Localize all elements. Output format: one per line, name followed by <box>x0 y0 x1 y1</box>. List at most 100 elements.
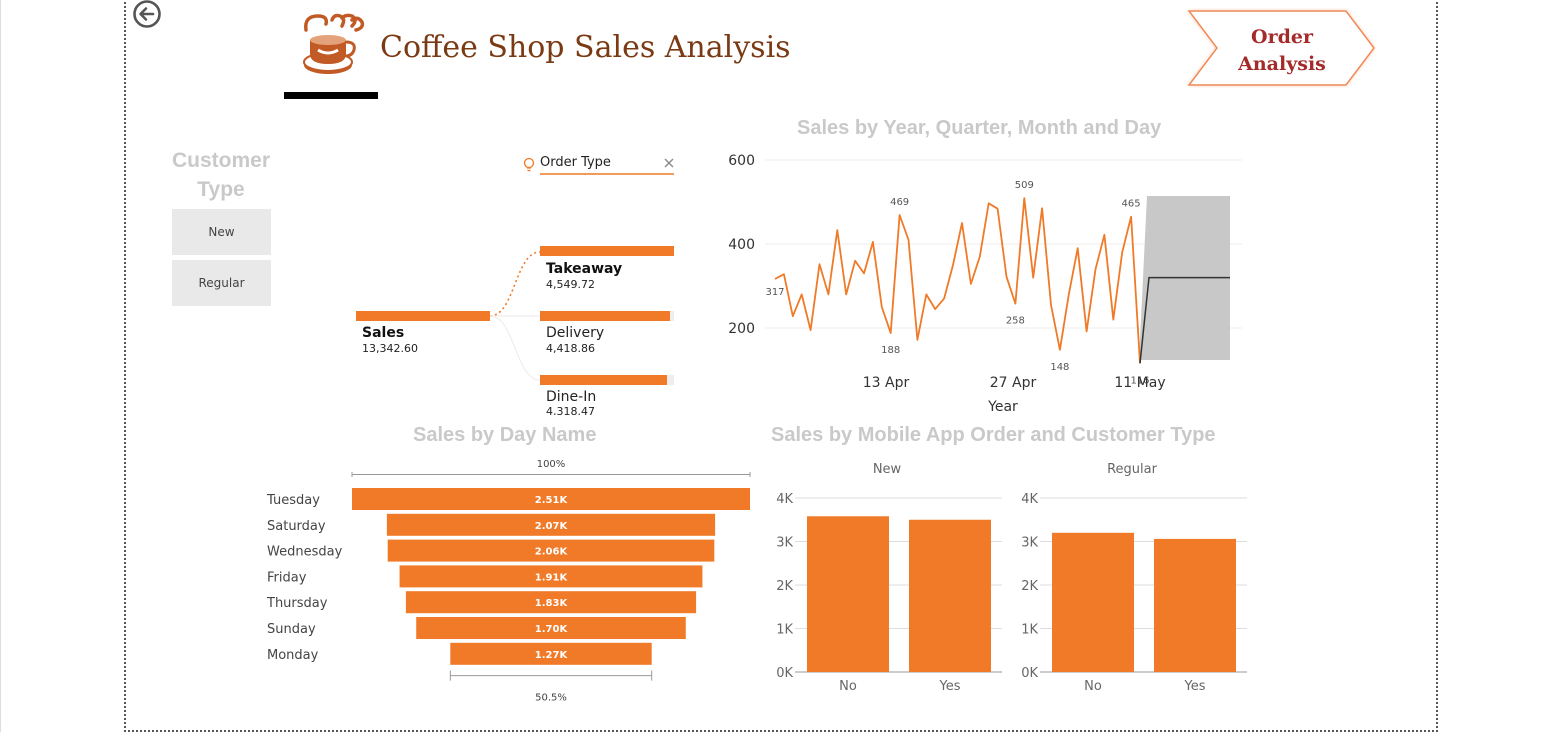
lightbulb-icon <box>523 157 535 172</box>
slicer-option-new[interactable]: New <box>172 209 271 255</box>
funnel-value-label: 1.27K <box>535 650 569 661</box>
x-tick-label: 11 May <box>1114 375 1165 391</box>
order-type-filter-header <box>523 157 674 175</box>
y-tick-label: 4K <box>1021 492 1038 507</box>
funnel-value-label: 1.70K <box>535 624 569 635</box>
coffee-cup-logo <box>303 13 365 74</box>
sales-line-chart[interactable]: 200 400 600 317 188 469 258 509 148 465 116 13 Apr 2… <box>720 145 1260 420</box>
y-tick-label: 4K <box>776 492 793 507</box>
funnel-bar <box>386 513 716 536</box>
y-tick-label: 3K <box>1021 536 1038 551</box>
funnel-bar <box>416 617 686 639</box>
order-label-line2: Analysis <box>1238 53 1326 75</box>
funnel-top-bracket <box>351 472 751 477</box>
funnel-value-label: 1.83K <box>535 598 569 609</box>
decomp-filter-label: Order Type <box>540 155 611 170</box>
decomp-connector-takeaway <box>489 251 541 317</box>
funnel-category-label: Monday <box>267 648 319 663</box>
funnel-value-label: 2.07K <box>535 521 569 532</box>
slicer-title-line2: Type <box>197 178 245 201</box>
decomp-child-label: Takeaway <box>546 261 623 277</box>
decomp-root-value: 13,342.60 <box>362 342 418 355</box>
decomp-child-label: Dine-In <box>546 389 597 405</box>
decomp-child-value: 4,318.47 <box>546 405 595 415</box>
slicer-option-regular[interactable]: Regular <box>172 260 271 306</box>
x-tick-label: Yes <box>1184 679 1206 694</box>
funnel-chart-title: Sales by Day Name <box>413 424 597 446</box>
funnel-value-label: 1.91K <box>535 572 569 583</box>
data-label: 188 <box>881 345 900 356</box>
funnel-bar <box>387 539 715 562</box>
decomp-bar-sales[interactable] <box>356 311 490 321</box>
decomp-bar-dinein[interactable] <box>540 375 667 385</box>
x-tick-label: 13 Apr <box>863 375 910 391</box>
x-tick-label: Yes <box>939 679 961 694</box>
y-tick-label: 1K <box>776 623 793 638</box>
data-label: 465 <box>1122 199 1141 210</box>
funnel-bar <box>450 642 652 665</box>
bar <box>909 519 991 672</box>
funnel-top-percent: 100% <box>537 459 566 470</box>
sales-by-day-funnel[interactable]: 100% 2.51K Tuesday 2.07K Saturday 2.06K Wednes… <box>260 452 760 702</box>
back-arrow-icon[interactable] <box>132 0 162 30</box>
decomp-connector-dinein <box>489 315 541 381</box>
x-axis-label: Year <box>987 399 1018 415</box>
y-tick-label: 600 <box>728 153 755 169</box>
panel-title: Regular <box>1107 462 1158 477</box>
close-icon[interactable] <box>664 158 674 168</box>
y-tick-label: 2K <box>1021 579 1038 594</box>
data-label: 469 <box>890 197 909 208</box>
funnel-bar <box>352 488 750 510</box>
order-analysis-nav-button[interactable] <box>1186 8 1378 88</box>
bar <box>1052 532 1134 672</box>
panel-title: New <box>873 462 902 477</box>
data-label: 317 <box>765 287 784 298</box>
funnel-category-label: Sunday <box>267 622 316 637</box>
y-tick-label: 2K <box>776 579 793 594</box>
funnel-category-label: Saturday <box>267 519 326 534</box>
decomp-child-value: 4,418.86 <box>546 342 595 355</box>
bar <box>807 516 889 672</box>
decomposition-tree <box>356 246 674 385</box>
order-analysis-label[interactable]: Order Analysis <box>1212 24 1352 78</box>
funnel-value-label: 2.51K <box>535 495 569 506</box>
data-label: 258 <box>1006 316 1025 327</box>
y-tick-label: 1K <box>1021 623 1038 638</box>
y-tick-label: 400 <box>728 237 755 253</box>
slicer-title-line1: Customer <box>171 149 271 172</box>
order-label-line1: Order <box>1251 26 1313 48</box>
y-tick-label: 3K <box>776 536 793 551</box>
mobile-app-customer-bar-chart[interactable]: New 0K 1K 2K 3K 4K No Yes Regular 0K 1K 2K 3K 4K No Yes <box>760 455 1260 700</box>
bar-chart-title: Sales by Mobile App Order and Customer T… <box>771 424 1216 446</box>
page-title: Coffee Shop Sales Analysis <box>380 30 791 65</box>
line-chart-title: Sales by Year, Quarter, Month and Day <box>797 117 1162 139</box>
funnel-category-label: Wednesday <box>267 545 343 560</box>
bar <box>1154 538 1236 672</box>
data-label: 509 <box>1015 180 1034 191</box>
funnel-bottom-bracket <box>449 670 653 681</box>
decomp-bar-delivery[interactable] <box>540 311 670 321</box>
x-tick-label: No <box>1084 679 1102 694</box>
logo-underline-bar <box>284 92 378 99</box>
funnel-value-label: 2.06K <box>535 547 569 558</box>
y-tick-label: 0K <box>776 666 793 681</box>
customer-type-slicer-title: Customer Type <box>170 146 272 204</box>
funnel-bar <box>405 591 697 614</box>
x-tick-label: 27 Apr <box>990 375 1037 391</box>
decomp-child-value: 4,549.72 <box>546 278 595 291</box>
decomp-bar-takeaway[interactable] <box>540 246 674 256</box>
x-tick-label: No <box>839 679 857 694</box>
data-label: 148 <box>1050 362 1069 373</box>
funnel-category-label: Tuesday <box>266 493 320 508</box>
funnel-category-label: Thursday <box>266 596 328 611</box>
report-canvas <box>124 0 1438 732</box>
decomp-child-label: Delivery <box>546 325 605 341</box>
data-label: 116 <box>1130 375 1149 386</box>
funnel-bottom-percent: 50.5% <box>535 693 567 702</box>
decomp-root-label: Sales <box>362 325 405 341</box>
forecast-line <box>1139 276 1230 364</box>
y-tick-label: 200 <box>728 321 755 337</box>
y-tick-label: 0K <box>1021 666 1038 681</box>
funnel-bar <box>399 565 703 588</box>
funnel-category-label: Friday <box>267 570 307 585</box>
